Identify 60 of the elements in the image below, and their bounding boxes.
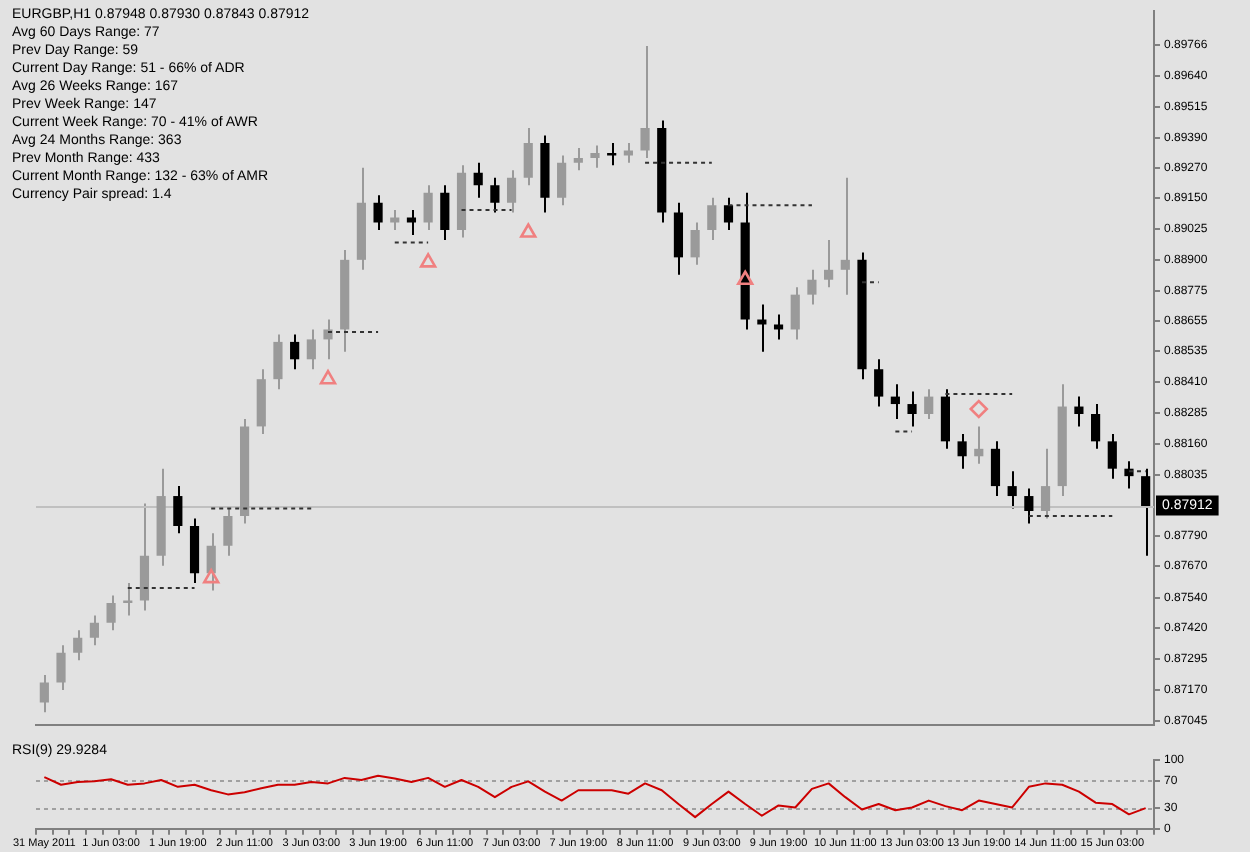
candlestick	[106, 594, 116, 632]
candlestick	[790, 286, 800, 341]
candlestick	[673, 201, 684, 276]
candlestick	[306, 328, 316, 371]
candlestick	[173, 485, 183, 535]
candlestick	[56, 644, 66, 691]
candlestick	[273, 333, 283, 391]
candlestick	[924, 388, 934, 420]
candlestick	[523, 127, 533, 187]
candlestick	[907, 390, 917, 428]
candlestick	[406, 209, 417, 236]
candlestick	[840, 176, 850, 296]
candlestick	[1107, 432, 1117, 480]
candlestick	[557, 154, 567, 207]
candlestick	[256, 368, 266, 435]
candlestick	[590, 144, 600, 169]
candlestick	[1124, 460, 1134, 490]
candlestick	[423, 184, 433, 231]
candlestick	[123, 582, 133, 617]
candlestick	[707, 196, 717, 241]
candlestick	[323, 318, 333, 361]
candlestick	[139, 502, 150, 612]
candlestick	[506, 169, 517, 214]
candlestick	[940, 388, 951, 450]
candlestick	[690, 221, 700, 266]
candlestick	[623, 141, 633, 164]
candlestick	[490, 176, 500, 214]
candlestick	[723, 196, 734, 231]
candlestick	[1091, 403, 1101, 450]
candlestick	[473, 161, 483, 199]
candlestick	[223, 507, 233, 557]
candlestick	[189, 517, 200, 585]
candlestick	[290, 333, 300, 371]
candlestick	[874, 358, 884, 408]
candlestick	[440, 184, 450, 241]
point	[319, 369, 337, 385]
point	[520, 223, 537, 238]
candlestick	[73, 629, 83, 662]
candlestick	[1007, 470, 1017, 510]
candlestick	[974, 425, 984, 465]
candlestick	[990, 440, 1001, 498]
point	[969, 399, 989, 419]
candlestick	[89, 614, 99, 647]
candlestick	[1024, 487, 1034, 525]
candlestick	[890, 383, 900, 420]
candlestick	[957, 432, 967, 470]
point	[202, 568, 220, 584]
candlestick	[39, 674, 49, 714]
candlestick	[373, 194, 383, 231]
candlestick	[390, 209, 400, 231]
candlestick	[1074, 395, 1084, 428]
candlestick	[773, 313, 784, 341]
point	[419, 253, 437, 268]
candlestick	[573, 146, 583, 172]
candlestick	[807, 268, 817, 306]
candlestick	[1040, 447, 1051, 520]
candlestick	[824, 238, 834, 289]
candlestick	[1141, 467, 1151, 557]
candlestick	[640, 45, 650, 159]
point	[736, 270, 754, 286]
